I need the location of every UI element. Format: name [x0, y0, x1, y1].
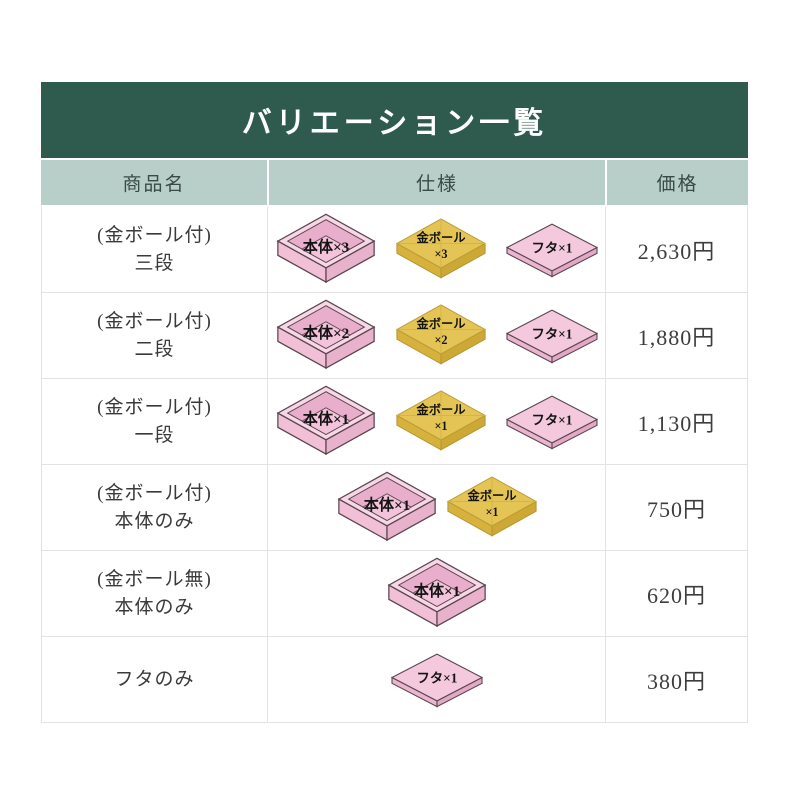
table-row: フタのみ フタ×1 380円 [42, 636, 747, 722]
product-name-line1: (金ボール付) [97, 310, 212, 332]
column-header-product-name: 商品名 [122, 174, 186, 195]
body-box-graphic: 本体×1 [337, 471, 436, 541]
price-cell: 2,630円 [605, 207, 747, 292]
spec-cell: 本体×1 [267, 551, 605, 636]
svg-text:×1: ×1 [434, 419, 447, 433]
product-name-line1: (金ボール付) [97, 482, 212, 504]
svg-text:金ボール: 金ボール [415, 401, 465, 416]
gold-bowl-graphic: 金ボール ×1 [395, 389, 486, 451]
lid-graphic: フタ×1 [505, 395, 598, 450]
product-name-line1: フタのみ [114, 668, 195, 690]
svg-text:金ボール: 金ボール [415, 229, 465, 244]
table-row: (金ボール付) 一段 本体×1 金ボール [42, 378, 747, 464]
price-cell: 380円 [605, 637, 747, 722]
table-row: (金ボール付) 本体のみ 本体×1 金ボー [42, 464, 747, 550]
product-name-cell: (金ボール付) 一段 [42, 379, 267, 464]
table-row: (金ボール付) 二段 本体×2 金ボール [42, 292, 747, 378]
price-cell: 1,130円 [605, 379, 747, 464]
body-box-graphic: 本体×1 [387, 557, 486, 627]
product-name-line1: (金ボール付) [97, 224, 212, 246]
column-header-row: 商品名 仕様 価格 [41, 160, 748, 205]
gold-bowl-graphic: 金ボール ×1 [446, 475, 537, 537]
body-box-graphic: 本体×1 [276, 385, 375, 455]
svg-text:フタ×1: フタ×1 [531, 326, 572, 341]
column-header-price: 価格 [605, 160, 748, 205]
product-name-line2: 本体のみ [114, 596, 195, 618]
svg-text:本体×3: 本体×3 [302, 237, 349, 255]
lid-graphic: フタ×1 [505, 223, 598, 278]
svg-text:×1: ×1 [485, 505, 498, 519]
product-name-cell: (金ボール付) 本体のみ [42, 465, 267, 550]
product-name-line2: 本体のみ [114, 510, 195, 532]
product-name-cell: (金ボール付) 二段 [42, 293, 267, 378]
table-body: (金ボール付) 三段 本体×3 金ボール [41, 205, 748, 723]
product-name-cell: フタのみ [42, 637, 267, 722]
svg-text:本体×2: 本体×2 [302, 323, 348, 341]
spec-cell: 本体×1 金ボール ×1 [267, 465, 605, 550]
svg-text:フタ×1: フタ×1 [531, 412, 572, 427]
product-name-cell: (金ボール無) 本体のみ [42, 551, 267, 636]
gold-bowl-graphic: 金ボール ×2 [395, 303, 486, 365]
spec-cell: フタ×1 [267, 637, 605, 722]
svg-text:本体×1: 本体×1 [363, 495, 409, 513]
svg-text:フタ×1: フタ×1 [531, 240, 572, 255]
spec-cell: 本体×3 金ボール ×3 フタ×1 [267, 207, 605, 292]
variation-table: バリエーション一覧 商品名 仕様 価格 (金ボール付) 三段 本体×3 [41, 82, 748, 723]
price-cell: 750円 [605, 465, 747, 550]
product-name-line2: 三段 [134, 252, 175, 274]
lid-graphic: フタ×1 [505, 309, 598, 364]
product-name-line1: (金ボール無) [97, 568, 212, 590]
table-title: バリエーション一覧 [41, 82, 748, 160]
product-name-line2: 一段 [134, 424, 175, 446]
product-name-cell: (金ボール付) 三段 [42, 207, 267, 292]
column-header-spec: 仕様 [267, 160, 605, 205]
svg-text:×3: ×3 [434, 247, 447, 261]
spec-cell: 本体×1 金ボール ×1 フタ×1 [267, 379, 605, 464]
spec-cell: 本体×2 金ボール ×2 フタ×1 [267, 293, 605, 378]
price-cell: 620円 [605, 551, 747, 636]
product-name-line2: 二段 [134, 338, 175, 360]
svg-text:本体×1: 本体×1 [302, 409, 348, 427]
svg-text:フタ×1: フタ×1 [416, 670, 457, 685]
table-row: (金ボール付) 三段 本体×3 金ボール [42, 207, 747, 292]
svg-text:金ボール: 金ボール [415, 315, 465, 330]
lid-graphic: フタ×1 [390, 653, 483, 708]
table-row: (金ボール無) 本体のみ 本体×1 620円 [42, 550, 747, 636]
svg-text:本体×1: 本体×1 [413, 581, 459, 599]
svg-text:金ボール: 金ボール [466, 487, 516, 502]
body-box-graphic: 本体×2 [276, 299, 375, 369]
product-name-line1: (金ボール付) [97, 396, 212, 418]
body-box-graphic: 本体×3 [276, 213, 375, 283]
price-cell: 1,880円 [605, 293, 747, 378]
gold-bowl-graphic: 金ボール ×3 [395, 217, 486, 279]
svg-text:×2: ×2 [434, 333, 447, 347]
